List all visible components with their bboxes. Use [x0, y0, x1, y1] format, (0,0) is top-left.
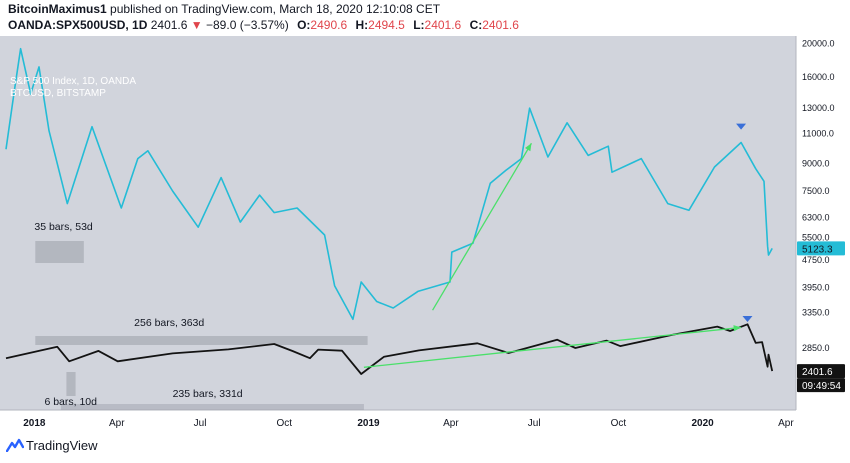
range-annotation: 235 bars, 331d [173, 388, 243, 400]
x-tick-label: Apr [109, 418, 125, 429]
x-tick-label: Oct [277, 418, 293, 429]
down-arrow-marker-icon [742, 316, 753, 323]
price-change: −89.0 (−3.57%) [206, 18, 289, 32]
footer: TradingView [0, 435, 850, 458]
author-name[interactable]: BitcoinMaximus1 [8, 2, 107, 16]
plot-background [0, 36, 796, 410]
ohlc-line: OANDA:SPX500USD, 1D 2401.6 ▼ −89.0 (−3.5… [8, 18, 519, 32]
x-tick-label: 2019 [357, 418, 380, 429]
bar-countdown-label: 09:49:54 [797, 378, 845, 393]
x-tick-label: Oct [611, 418, 627, 429]
spx-price-label-text: 2401.6 [802, 367, 833, 378]
x-tick-label: Jul [528, 418, 541, 429]
btc-price-label-box [797, 241, 845, 256]
high-label: H: [355, 18, 369, 32]
last-price: 2401.6 [150, 18, 188, 32]
x-tick-label: 2020 [692, 418, 715, 429]
y-tick-label: 3950.0 [802, 283, 830, 293]
range-box-235-bars [60, 404, 364, 410]
tradingview-brand[interactable]: TradingView [26, 438, 98, 453]
y-tick-label: 11000.0 [802, 128, 834, 138]
spx-series-line [5, 323, 774, 375]
btc-series-line [5, 47, 773, 321]
publish-info: published on TradingView.com, March 18, … [110, 2, 441, 16]
trendline [363, 326, 742, 368]
down-arrow-marker-icon [736, 123, 747, 130]
range-annotation: 35 bars, 53d [34, 221, 93, 233]
bar-countdown-label-text: 09:49:54 [802, 381, 841, 392]
btc-price-label: 5123.3 [797, 241, 845, 256]
y-tick-label: 9000.0 [802, 159, 830, 169]
range-annotation: 256 bars, 363d [134, 317, 204, 329]
close-label: C: [469, 18, 483, 32]
x-tick-label: Apr [778, 418, 794, 429]
range-box-256-bars [35, 336, 368, 345]
y-tick-label: 6300.0 [802, 212, 830, 222]
symbol-label: OANDA:SPX500USD, 1D [8, 18, 148, 32]
publish-line: BitcoinMaximus1 published on TradingView… [8, 2, 440, 16]
legend-spx: S&P 500 Index, 1D, OANDA [10, 76, 136, 87]
range-annotation: 6 bars, 10d [44, 396, 97, 408]
y-tick-label: 3350.0 [802, 307, 830, 317]
down-arrow-icon: ▼ [190, 18, 203, 32]
x-tick-label: 2018 [23, 418, 46, 429]
trendline-arrowhead [733, 325, 742, 332]
tradingview-logo-icon[interactable] [6, 438, 24, 452]
time-scale-background [0, 410, 796, 435]
x-tick-label: Jul [194, 418, 207, 429]
range-box-35-bars [35, 241, 84, 263]
trendline [432, 142, 533, 311]
legend-btc: BTCUSD, BITSTAMP [10, 88, 106, 99]
x-tick-label: Apr [443, 418, 459, 429]
y-tick-label: 2850.0 [802, 343, 830, 353]
bar-countdown-label-box [797, 378, 845, 393]
high-value: 2494.5 [368, 18, 405, 32]
open-value: 2490.6 [310, 18, 348, 32]
y-tick-label: 16000.0 [802, 72, 835, 82]
price-chart[interactable]: 2018 Apr Jul Oct 2019 Apr Jul Oct 2020 Apr 20000.0… [0, 36, 850, 458]
y-tick-label: 13000.0 [802, 103, 835, 113]
btc-price-label-text: 5123.3 [802, 244, 833, 255]
y-tick-label: 4750.0 [802, 255, 830, 265]
y-tick-label: 20000.0 [802, 38, 835, 48]
trendline-arrowhead [525, 143, 532, 152]
y-tick-label: 7500.0 [802, 186, 830, 196]
y-tick-label: 5500.0 [802, 233, 830, 243]
plot-area[interactable]: 2018 Apr Jul Oct 2019 Apr Jul Oct 2020 Apr 20000.0… [0, 36, 850, 458]
spx-price-label-box [797, 364, 845, 379]
range-box-6-bars [66, 372, 76, 396]
spx-price-label: 2401.6 [797, 364, 845, 379]
low-value: 2401.6 [424, 18, 462, 32]
chart-header: BitcoinMaximus1 published on TradingView… [0, 0, 850, 36]
close-value: 2401.6 [482, 18, 519, 32]
low-label: L: [413, 18, 425, 32]
open-label: O: [297, 18, 311, 32]
